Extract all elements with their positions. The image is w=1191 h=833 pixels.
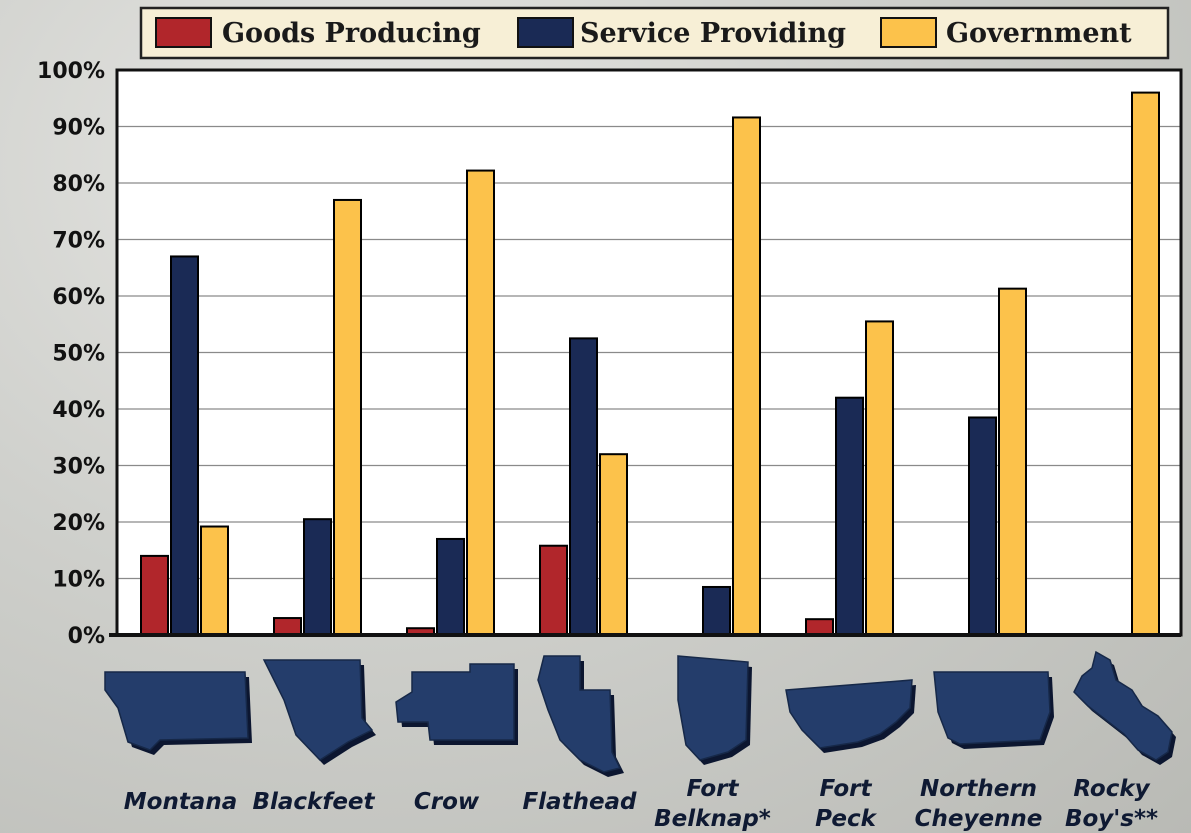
bar-service [303, 518, 332, 636]
region-shapes [104, 650, 1176, 777]
y-tick-label: 40% [52, 398, 105, 423]
y-tick-label: 90% [52, 116, 105, 141]
bar-government [998, 287, 1027, 636]
shape-body [1073, 650, 1173, 761]
bar-government [865, 320, 894, 636]
bar-goods [539, 544, 568, 636]
legend-swatch-2 [517, 17, 574, 48]
bar-goods [140, 554, 169, 637]
shape-body [933, 671, 1051, 745]
northern-cheyenne-shape-icon [933, 671, 1054, 749]
bar-service [569, 337, 598, 636]
bar-service [968, 416, 997, 636]
legend-swatch-1 [155, 17, 212, 48]
blackfeet-shape-icon [262, 659, 376, 765]
bar-government [466, 169, 495, 636]
bar-service [835, 396, 864, 637]
y-tick-label: 70% [52, 229, 105, 254]
category-label: Boy's** [1065, 806, 1158, 832]
shape-body [677, 655, 749, 761]
bar-government [599, 453, 628, 637]
legend-swatch-3 [880, 17, 937, 48]
bar-government [200, 525, 229, 637]
shape-body [537, 655, 622, 773]
bar-government [333, 198, 362, 636]
y-tick-label: 100% [37, 59, 105, 84]
category-label: Peck [815, 806, 877, 832]
bar-service [702, 585, 731, 636]
bar-service [170, 255, 199, 636]
crow-shape-icon [395, 663, 518, 745]
shape-body [395, 663, 515, 741]
category-label: Rocky [1073, 776, 1150, 802]
category-label: Fort [819, 776, 872, 802]
category-label: Crow [414, 789, 480, 815]
bar-goods [805, 618, 834, 636]
category-label: Northern [920, 776, 1037, 802]
fort-peck-shape-icon [785, 679, 916, 753]
category-label: Montana [124, 789, 237, 815]
montana-shape-icon [104, 671, 252, 755]
shape-body [262, 659, 374, 761]
y-tick-label: 60% [52, 285, 105, 310]
category-label: Flathead [522, 789, 637, 815]
y-tick-label: 80% [52, 172, 105, 197]
y-tick-label: 0% [68, 624, 105, 649]
legend: Goods Producing Service Providing Governme… [139, 6, 1170, 60]
y-tick-label: 10% [52, 568, 105, 593]
shape-body [785, 679, 913, 749]
legend-label-1: Goods Producing [222, 18, 481, 49]
plot-area: 0% 10% 20% 30% 40% 50% 60% 70% 80% 90% 100% [37, 59, 1183, 649]
category-label: Belknap* [654, 806, 771, 832]
legend-label-2: Service Providing [580, 18, 846, 49]
fort-belknap-shape-icon [677, 655, 752, 765]
category-label: Fort [686, 776, 739, 802]
category-label: Cheyenne [915, 806, 1043, 832]
category-label: Blackfeet [252, 789, 375, 815]
bar-service [436, 537, 465, 637]
flathead-shape-icon [537, 655, 624, 777]
legend-label-3: Government [946, 18, 1132, 49]
rocky-boys-shape-icon [1073, 650, 1176, 765]
bar-goods [273, 617, 302, 636]
bar-government [1131, 91, 1160, 637]
bar-government [732, 116, 761, 636]
y-tick-label: 50% [52, 342, 105, 367]
y-tick-label: 30% [52, 455, 105, 480]
y-tick-label: 20% [52, 511, 105, 536]
legend-box [139, 6, 1170, 60]
shape-body [104, 671, 249, 751]
category-labels: Montana Blackfeet Crow Flathead Fort Belknap*… [124, 776, 1158, 832]
